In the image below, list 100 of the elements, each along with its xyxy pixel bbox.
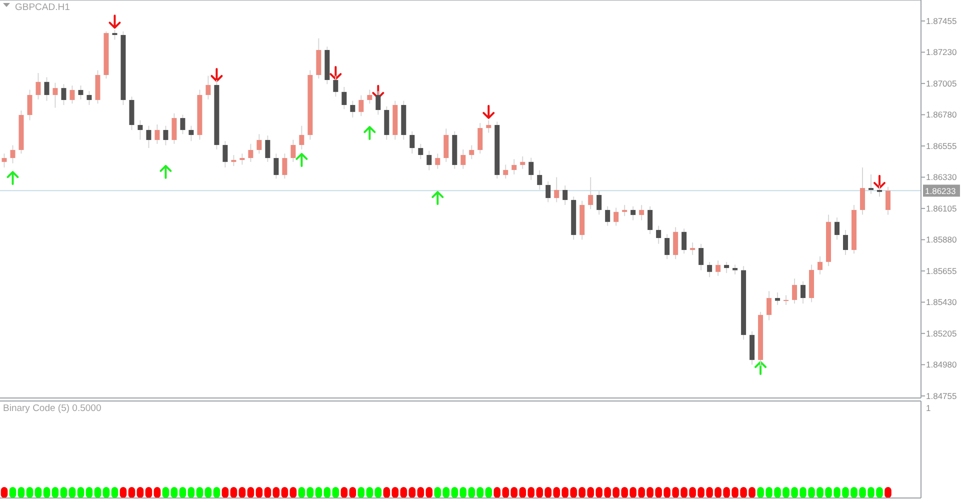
y-tick-label: 1.85430 (926, 297, 957, 308)
candlestick (877, 185, 882, 198)
candlestick (146, 125, 152, 149)
candlestick (248, 143, 254, 162)
y-tick-label: 1.84980 (926, 360, 957, 370)
candlestick (44, 76, 50, 102)
candlestick (886, 186, 890, 216)
y-tick-label: 1.87230 (926, 47, 957, 58)
candlestick (732, 264, 738, 275)
y-tick-label: 1.84755 (926, 390, 957, 401)
candlestick (775, 292, 780, 306)
candlestick (78, 85, 84, 100)
candlestick (256, 134, 262, 154)
candlestick (469, 144, 474, 160)
candlestick (10, 144, 16, 164)
point (432, 191, 444, 206)
candlestick (478, 122, 483, 154)
candlestick (843, 229, 848, 256)
candlestick (333, 75, 338, 98)
point (482, 104, 495, 119)
candlestick (418, 143, 424, 160)
candlestick (350, 100, 356, 118)
candlestick (299, 125, 304, 150)
candlestick (52, 82, 58, 108)
candlestick (630, 206, 636, 221)
candlestick (274, 153, 279, 180)
candlestick (528, 157, 534, 180)
candlestick (664, 234, 670, 260)
candlestick (588, 176, 594, 210)
candlestick (546, 180, 551, 203)
text: 1 (926, 403, 931, 413)
candlestick (290, 139, 296, 162)
candlestick (70, 85, 75, 104)
candlestick (716, 260, 721, 276)
y-tick-label: 1.85880 (926, 234, 957, 245)
candlestick (410, 130, 415, 154)
ref-line-label: 1.86233 (925, 186, 956, 196)
y-tick-label: 1.86780 (926, 110, 957, 120)
candlestick (614, 207, 619, 226)
candlestick (376, 90, 381, 116)
candlestick (358, 94, 364, 117)
point (210, 68, 223, 82)
y-tick-label: 1.86555 (926, 140, 957, 151)
candlestick (503, 164, 508, 180)
candlestick (834, 216, 840, 240)
candlestick (36, 72, 41, 100)
candlestick (512, 158, 517, 175)
candlestick (138, 120, 143, 140)
candlestick (188, 125, 194, 142)
candlestick (707, 261, 712, 278)
y-tick-label: 1.87455 (926, 16, 957, 26)
candlestick (868, 174, 874, 194)
candlestick (537, 170, 542, 190)
candlestick (860, 166, 866, 216)
candlestick (648, 206, 653, 235)
candlestick (342, 86, 347, 110)
candlestick (367, 89, 372, 104)
candlestick (112, 29, 118, 40)
candlestick (231, 154, 236, 167)
candlestick (554, 176, 560, 203)
candlestick (562, 185, 568, 206)
candlestick (426, 150, 432, 171)
candlestick (154, 124, 160, 144)
candlestick (460, 148, 466, 170)
point (108, 14, 121, 29)
candlestick (435, 153, 440, 170)
candlestick (163, 125, 168, 146)
candlestick (724, 261, 730, 274)
candlestick (520, 156, 526, 170)
point (296, 152, 308, 167)
y-tick-label: 1.86330 (926, 172, 957, 182)
chart-title: Binary Code (5) 0.5000 (3, 403, 102, 414)
candlestick (766, 290, 772, 321)
candlestick (172, 112, 177, 144)
y-tick-label: 1.86105 (926, 203, 957, 214)
candlestick (818, 256, 823, 275)
point (372, 84, 384, 99)
candlestick (2, 153, 7, 168)
chart-title: GBPCAD.H1 (15, 2, 70, 13)
candlestick (206, 75, 211, 100)
point (754, 361, 767, 376)
candlestick (596, 190, 602, 216)
candlestick (682, 228, 687, 254)
candlestick (265, 135, 270, 162)
point (874, 174, 886, 189)
candlestick (622, 204, 628, 217)
y-tick-label: 1.85655 (926, 266, 957, 276)
candlestick (673, 226, 678, 260)
candlestick (61, 84, 66, 106)
candlestick (698, 243, 704, 271)
candlestick (784, 294, 789, 306)
candlestick (27, 89, 32, 121)
candlestick (800, 280, 806, 304)
point (364, 126, 376, 140)
candlestick (656, 225, 662, 244)
candlestick (240, 153, 245, 166)
candlestick (180, 114, 186, 135)
candlestick (282, 153, 288, 180)
candlestick (86, 90, 92, 106)
point (6, 171, 19, 186)
